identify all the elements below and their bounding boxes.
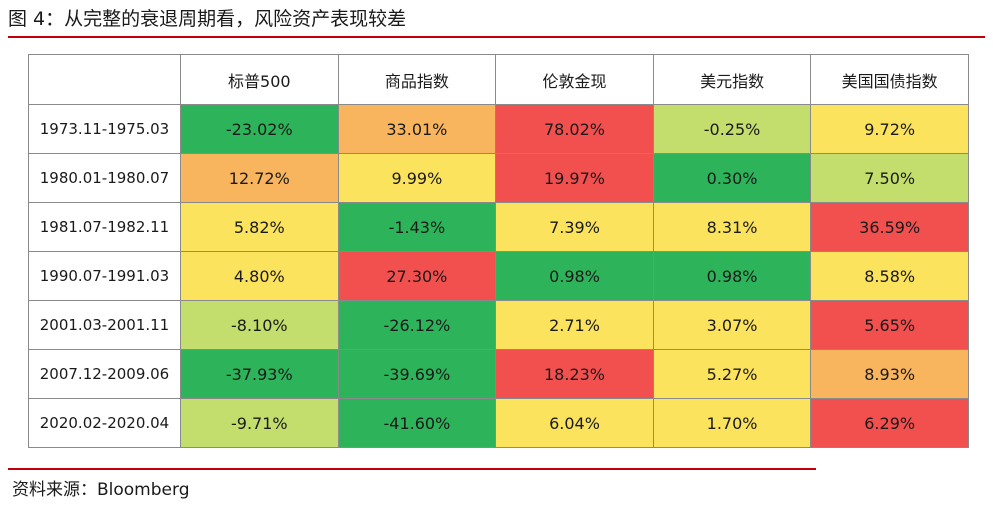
heat-cell: 7.50% [810,153,969,203]
heat-cell: 8.31% [652,202,812,252]
heat-cell: 18.23% [495,349,654,399]
heat-cell: -23.02% [180,104,339,154]
column-header: 标普500 [180,54,339,105]
column-header: 美国国债指数 [810,54,969,105]
table-row: 1981.07-1982.11 5.82% -1.43% 7.39% 8.31% 36.5… [28,202,969,252]
heat-cell: 33.01% [337,104,497,154]
heat-cell: 5.82% [180,202,339,252]
heatmap-table: 标普500 商品指数 伦敦金现 美元指数 美国国债指数 1973.11-1975… [28,54,969,448]
heat-cell: 78.02% [495,104,654,154]
heat-cell: 0.98% [495,251,654,301]
period-label: 1981.07-1982.11 [28,202,181,252]
corner-cell [28,54,181,105]
heat-cell: -0.25% [652,104,812,154]
table-row: 1990.07-1991.03 4.80% 27.30% 0.98% 0.98% 8.58… [28,251,969,301]
heat-cell: 9.72% [810,104,969,154]
heat-cell: 6.04% [495,398,654,448]
heat-cell: 36.59% [810,202,969,252]
heat-cell: 8.93% [810,349,969,399]
heat-cell: 3.07% [652,300,812,350]
table-row: 1973.11-1975.03 -23.02% 33.01% 78.02% -0.25%… [28,104,969,154]
period-label: 2020.02-2020.04 [28,398,181,448]
period-label: 1990.07-1991.03 [28,251,181,301]
heat-cell: -9.71% [180,398,339,448]
heat-cell: 2.71% [495,300,654,350]
heat-cell: 5.65% [810,300,969,350]
heat-cell: 0.30% [652,153,812,203]
period-label: 2007.12-2009.06 [28,349,181,399]
table-row: 2001.03-2001.11 -8.10% -26.12% 2.71% 3.07% 5.… [28,300,969,350]
heat-cell: -41.60% [337,398,497,448]
heat-cell: 0.98% [652,251,812,301]
period-label: 2001.03-2001.11 [28,300,181,350]
period-label: 1973.11-1975.03 [28,104,181,154]
heat-cell: 27.30% [337,251,497,301]
column-header: 美元指数 [652,54,812,105]
figure-title: 图 4：从完整的衰退周期看，风险资产表现较差 [8,8,407,30]
heat-cell: -26.12% [337,300,497,350]
source-rule [8,468,816,470]
table-row: 2020.02-2020.04 -9.71% -41.60% 6.04% 1.70% 6.… [28,398,969,448]
heat-cell: -8.10% [180,300,339,350]
title-rule [8,36,985,38]
heat-cell: 6.29% [810,398,969,448]
heat-cell: 12.72% [180,153,339,203]
heat-cell: 19.97% [495,153,654,203]
heat-cell: 9.99% [337,153,497,203]
source-note: 资料来源：Bloomberg [12,480,190,500]
heat-cell: 1.70% [652,398,812,448]
column-header: 商品指数 [337,54,497,105]
heat-cell: -39.69% [337,349,497,399]
column-header: 伦敦金现 [495,54,654,105]
header-row: 标普500 商品指数 伦敦金现 美元指数 美国国债指数 [28,54,969,105]
heat-cell: 4.80% [180,251,339,301]
heat-cell: 5.27% [652,349,812,399]
period-label: 1980.01-1980.07 [28,153,181,203]
heat-cell: -37.93% [180,349,339,399]
table-row: 2007.12-2009.06 -37.93% -39.69% 18.23% 5.27%… [28,349,969,399]
heat-cell: 7.39% [495,202,654,252]
heat-cell: -1.43% [337,202,497,252]
table-row: 1980.01-1980.07 12.72% 9.99% 19.97% 0.30% 7.5… [28,153,969,203]
heat-cell: 8.58% [810,251,969,301]
